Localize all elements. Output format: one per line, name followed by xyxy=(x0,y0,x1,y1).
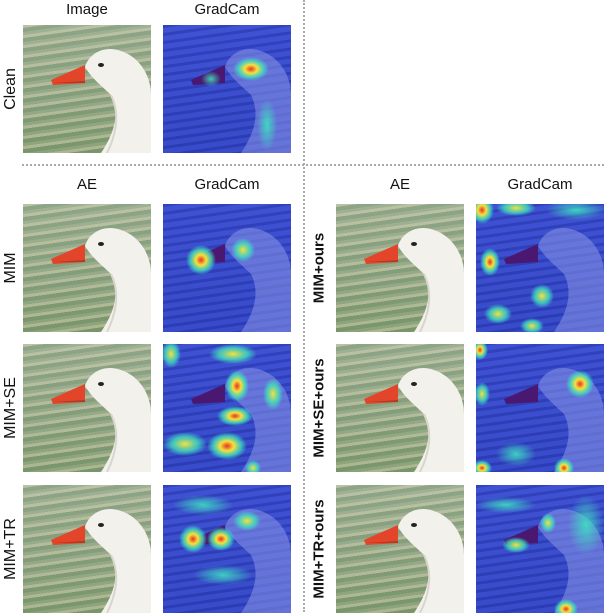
horizontal-divider xyxy=(22,164,604,166)
row-label-mim-tr-ours: MIM+TR+ours xyxy=(310,499,328,599)
row-label-mim-tr: MIM+TR xyxy=(2,518,19,580)
mim-tr-ae-image xyxy=(23,485,151,613)
mim-ours-gradcam xyxy=(476,204,604,332)
row-label-mim-se: MIM+SE xyxy=(2,377,19,439)
mim-ae-image xyxy=(23,204,151,332)
row-label-mim: MIM xyxy=(2,252,19,284)
mim-se-ours-gradcam xyxy=(476,344,604,472)
clean-gradcam xyxy=(163,25,291,153)
row-label-mim-ours: MIM+ours xyxy=(310,232,328,304)
row-label-clean: Clean xyxy=(2,68,19,110)
mim-se-ae-image xyxy=(23,344,151,472)
vertical-divider xyxy=(303,0,305,612)
header-ae-right: AE xyxy=(389,176,410,193)
mim-tr-ours-ae-image xyxy=(336,485,464,613)
header-ae-left: AE xyxy=(76,176,97,193)
header-gradcam-left: GradCam xyxy=(194,176,260,193)
header-gradcam-right: GradCam xyxy=(507,176,573,193)
clean-image xyxy=(23,25,151,153)
row-label-mim-se-ours: MIM+SE+ours xyxy=(310,358,328,458)
mim-se-ours-ae-image xyxy=(336,344,464,472)
mim-gradcam xyxy=(163,204,291,332)
mim-ours-ae-image xyxy=(336,204,464,332)
mim-se-gradcam xyxy=(163,344,291,472)
header-image: Image xyxy=(66,1,108,18)
mim-tr-gradcam xyxy=(163,485,291,613)
mim-tr-ours-gradcam xyxy=(476,485,604,613)
header-gradcam-top: GradCam xyxy=(194,1,260,18)
